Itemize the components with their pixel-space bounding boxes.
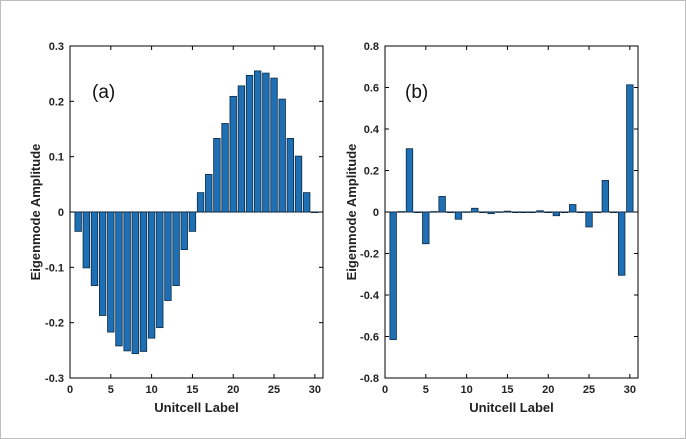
x-tick-label: 10 <box>145 384 157 396</box>
y-tick-label: -0.2 <box>45 318 64 330</box>
bar <box>188 211 197 232</box>
bar <box>405 148 414 213</box>
bar <box>131 211 139 355</box>
bar <box>115 211 123 347</box>
bar <box>278 98 286 213</box>
bar <box>569 204 577 213</box>
bar <box>82 211 90 269</box>
bar <box>270 77 278 213</box>
y-tick-label: 0.2 <box>364 166 379 178</box>
bar <box>90 211 99 286</box>
bar <box>164 211 172 301</box>
bar <box>389 211 397 341</box>
y-tick-label: 0.6 <box>364 83 379 95</box>
y-tick-label: -0.2 <box>360 249 379 261</box>
bar <box>593 211 601 214</box>
x-tick-label: 10 <box>460 384 472 396</box>
bar <box>544 211 552 214</box>
bar <box>471 207 479 213</box>
bar <box>528 211 536 214</box>
x-tick-label: 15 <box>186 384 198 396</box>
bar <box>254 70 262 213</box>
bar <box>74 211 82 232</box>
y-axis-label: Eigenmode Amplitude <box>28 144 43 281</box>
bar <box>123 211 131 352</box>
panel-label: (a) <box>92 82 115 103</box>
bar <box>262 72 270 213</box>
y-tick-label: -0.8 <box>360 373 379 385</box>
bar <box>609 211 618 214</box>
bar <box>311 211 319 214</box>
bar <box>303 192 311 213</box>
bar <box>585 211 593 228</box>
bar <box>213 138 221 213</box>
bar <box>503 210 512 213</box>
x-tick-label: 25 <box>583 384 595 396</box>
bar <box>237 85 246 213</box>
bar <box>601 180 610 213</box>
bar <box>397 211 405 213</box>
bar <box>196 192 205 213</box>
y-axis-label: Eigenmode Amplitude <box>344 144 359 281</box>
x-tick-label: 0 <box>67 384 73 396</box>
bar <box>172 211 180 286</box>
bar <box>560 211 569 214</box>
bar <box>520 211 528 214</box>
bar <box>626 84 634 213</box>
bar <box>454 211 463 220</box>
bar <box>487 211 495 215</box>
y-tick-label: -0.6 <box>360 332 379 344</box>
bar <box>577 211 585 214</box>
y-tick-label: 0 <box>58 207 64 219</box>
x-tick-label: 20 <box>227 384 239 396</box>
bar <box>422 211 430 245</box>
bar <box>147 211 156 339</box>
bar <box>286 138 295 213</box>
bar <box>107 211 115 333</box>
x-tick-label: 30 <box>624 384 636 396</box>
y-tick-label: -0.3 <box>45 373 64 385</box>
bar <box>229 95 237 213</box>
bar <box>495 211 503 213</box>
y-tick-label: 0.1 <box>49 152 64 164</box>
y-tick-label: -0.4 <box>360 290 380 302</box>
y-tick-label: 0.4 <box>364 124 380 136</box>
chart-panel-b: 0 5 10 15 20 25 30 -0.8 -0.6 -0.4 -0.2 0 0.2 0.4 0.6 0.… <box>344 41 639 415</box>
bar <box>156 211 164 329</box>
bar <box>536 210 544 213</box>
y-tick-label: -0.1 <box>45 262 64 274</box>
bar <box>479 211 487 214</box>
bar <box>98 211 107 316</box>
bar <box>430 211 438 213</box>
bar <box>462 211 471 213</box>
y-tick-label: 0.3 <box>49 41 64 53</box>
x-tick-label: 15 <box>501 384 513 396</box>
x-tick-label: 0 <box>382 384 388 396</box>
x-tick-label: 30 <box>309 384 321 396</box>
bar <box>511 211 520 214</box>
x-tick-label: 5 <box>423 384 429 396</box>
bar <box>245 74 254 213</box>
x-axis-label: Unitcell Label <box>154 400 239 415</box>
panel-label: (b) <box>405 82 428 103</box>
y-tick-label: 0.8 <box>364 41 379 53</box>
bar <box>221 123 229 213</box>
y-tick-label: 0 <box>373 207 379 219</box>
bar <box>446 211 454 214</box>
bar <box>552 211 561 217</box>
x-tick-label: 20 <box>542 384 554 396</box>
bar <box>294 155 303 213</box>
chart-panel-a: 0 5 10 15 20 25 30 -0.3 -0.2 -0.1 0 0.1 0.2 0.3 Unitce… <box>28 41 324 415</box>
bar <box>139 211 148 352</box>
x-axis-label: Unitcell Label <box>469 400 554 415</box>
bar <box>438 196 446 213</box>
y-tick-label: 0.2 <box>49 96 64 108</box>
bar <box>413 211 422 214</box>
x-tick-label: 5 <box>108 384 114 396</box>
bar <box>180 211 188 251</box>
bar <box>205 173 213 213</box>
bar <box>618 211 626 276</box>
x-tick-label: 25 <box>268 384 280 396</box>
